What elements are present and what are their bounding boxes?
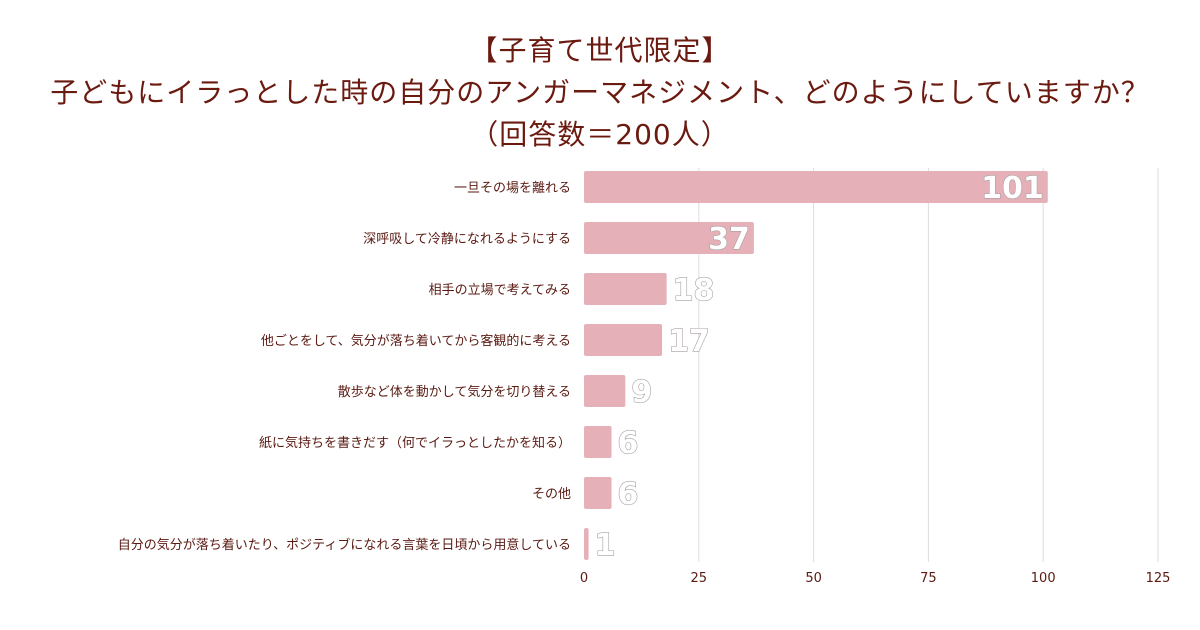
bar-6 xyxy=(584,477,612,509)
category-label: 散歩など体を動かして気分を切り替える xyxy=(338,384,571,400)
bar-4 xyxy=(584,375,626,407)
data-label: 6 xyxy=(618,426,639,461)
data-label: 18 xyxy=(673,273,715,308)
bar-7 xyxy=(584,528,589,560)
x-tick-label: 0 xyxy=(580,571,588,586)
bar-3 xyxy=(584,324,663,356)
x-tick-label: 25 xyxy=(691,571,708,586)
title-line-2: 子どもにイラっとした時の自分のアンガーマネジメント、どのようにしていますか？ xyxy=(50,76,1150,109)
grid-lines xyxy=(698,168,1159,562)
chart-title: 【子育て世代限定】 子どもにイラっとした時の自分のアンガーマネジメント、どのよう… xyxy=(0,30,1200,156)
x-tick-label: 100 xyxy=(1031,571,1056,586)
bar-1 xyxy=(584,222,754,254)
category-label: その他 xyxy=(532,487,571,502)
data-label: 9 xyxy=(631,375,652,410)
data-label: 101 xyxy=(981,171,1044,206)
x-axis-ticks: 0 25 50 75 100 125 xyxy=(580,571,1171,586)
data-label: 6 xyxy=(618,477,639,512)
category-label: 自分の気分が落ち着いたり、ポジティブになれる言葉を日頃から用意している xyxy=(118,537,571,553)
data-label: 37 xyxy=(708,222,750,257)
bar-5 xyxy=(584,426,612,458)
x-tick-label: 125 xyxy=(1146,571,1171,586)
category-label: 一旦その場を離れる xyxy=(454,181,571,196)
bars xyxy=(584,171,1048,560)
data-label: 17 xyxy=(668,324,710,359)
bar-0 xyxy=(584,171,1048,203)
category-label: 相手の立場で考えてみる xyxy=(429,283,571,298)
category-label: 紙に気持ちを書きだす（何でイラっとしたかを知る） xyxy=(259,435,571,451)
category-labels: 一旦その場を離れる深呼吸して冷静になれるようにする相手の立場で考えてみる他ごとを… xyxy=(118,181,571,553)
x-tick-label: 75 xyxy=(920,571,937,586)
x-tick-label: 50 xyxy=(805,571,822,586)
data-label: 1 xyxy=(595,528,616,563)
bar-2 xyxy=(584,273,667,305)
category-label: 他ごとをして、気分が落ち着いてから客観的に考える xyxy=(261,333,571,349)
title-line-1: 【子育て世代限定】 xyxy=(469,34,731,67)
title-line-3: （回答数＝200人） xyxy=(470,118,730,151)
category-label: 深呼吸して冷静になれるようにする xyxy=(363,232,571,247)
